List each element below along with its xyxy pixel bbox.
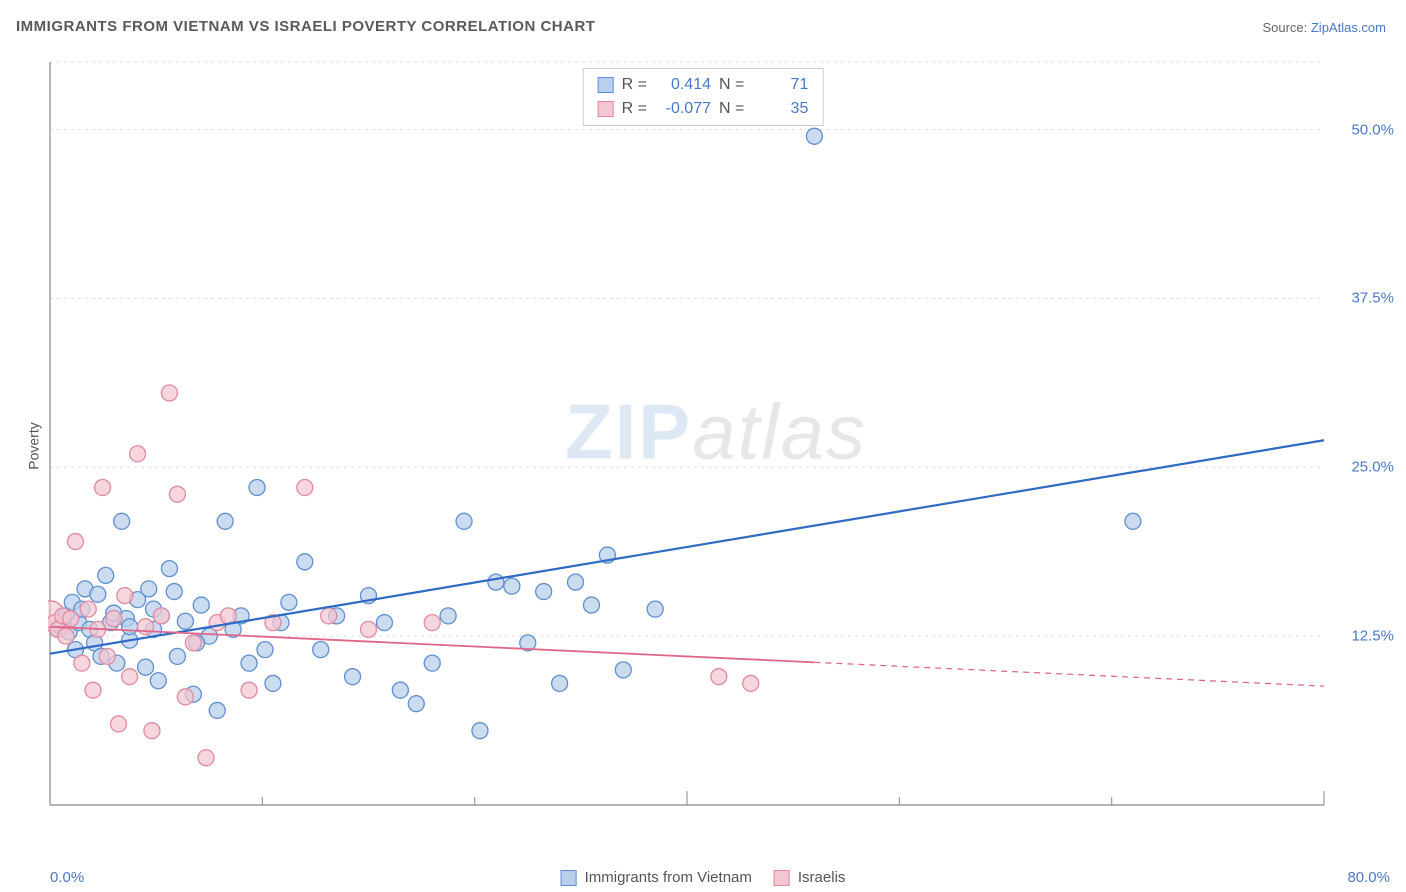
r-label: R = (622, 76, 647, 94)
legend-label-vietnam: Immigrants from Vietnam (585, 869, 752, 886)
plot-area: ZIPatlas (48, 60, 1384, 835)
y-tick-label: 25.0% (1351, 459, 1394, 476)
chart-svg (48, 60, 1384, 835)
correlation-legend-row: R = 0.414 N = 71 (598, 73, 809, 97)
r-label: R = (622, 100, 647, 118)
y-tick-label: 12.5% (1351, 628, 1394, 645)
legend-swatch-israelis (774, 870, 790, 886)
n-label: N = (719, 100, 744, 118)
r-value-vietnam: 0.414 (655, 76, 711, 94)
series-legend-item: Israelis (774, 869, 846, 886)
source-attribution: Source: ZipAtlas.com (1262, 20, 1386, 35)
n-value-vietnam: 71 (752, 76, 808, 94)
series-legend: Immigrants from Vietnam Israelis (561, 869, 846, 886)
y-axis-label: Poverty (26, 422, 42, 469)
n-value-israelis: 35 (752, 100, 808, 118)
r-value-israelis: -0.077 (655, 100, 711, 118)
source-prefix: Source: (1262, 20, 1310, 35)
legend-swatch-israelis (598, 101, 614, 117)
legend-swatch-vietnam (561, 870, 577, 886)
x-axis-min-label: 0.0% (50, 869, 84, 886)
legend-swatch-vietnam (598, 77, 614, 93)
series-legend-item: Immigrants from Vietnam (561, 869, 752, 886)
y-tick-label: 50.0% (1351, 121, 1394, 138)
y-tick-label: 37.5% (1351, 290, 1394, 307)
n-label: N = (719, 76, 744, 94)
chart-container: IMMIGRANTS FROM VIETNAM VS ISRAELI POVER… (0, 0, 1406, 892)
x-axis-max-label: 80.0% (1347, 869, 1390, 886)
source-link[interactable]: ZipAtlas.com (1311, 20, 1386, 35)
correlation-legend-row: R = -0.077 N = 35 (598, 97, 809, 121)
correlation-legend: R = 0.414 N = 71 R = -0.077 N = 35 (583, 68, 824, 126)
legend-label-israelis: Israelis (798, 869, 846, 886)
chart-title: IMMIGRANTS FROM VIETNAM VS ISRAELI POVER… (16, 18, 595, 35)
